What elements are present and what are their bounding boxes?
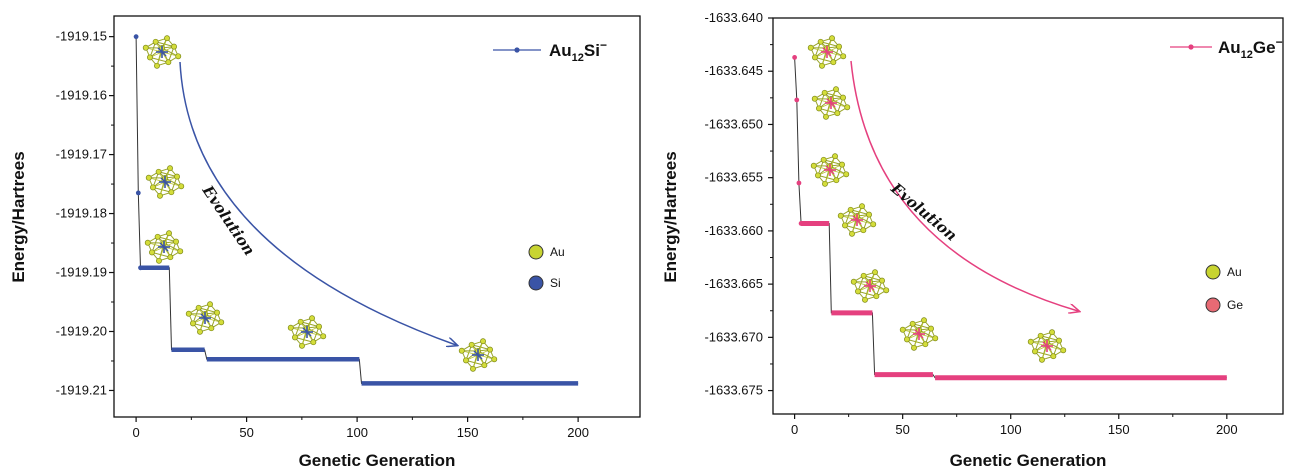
x-axis-label: Genetic Generation [950,451,1107,470]
data-point [138,265,143,271]
data-point [796,180,802,186]
data-point [798,221,804,226]
x-tick-label: 50 [895,422,909,437]
x-tick-label: 0 [132,425,139,440]
cluster-structure-icon [1027,329,1067,363]
element-key-marker [1205,297,1221,313]
element-key-marker [528,244,544,260]
cluster-structure-icon [811,86,851,120]
y-tick-label: -1919.16 [56,88,107,103]
series-line [794,57,1227,379]
y-tick-label: -1633.670 [704,329,763,344]
y-tick-label: -1919.21 [56,382,107,397]
y-axis-label: Energy/Hartrees [661,151,680,282]
cluster-structure-icon [144,230,184,264]
plot-frame [772,17,1284,415]
y-tick-label: -1633.675 [704,383,763,398]
y-tick-label: -1919.20 [56,323,107,338]
x-tick-label: 50 [239,425,253,440]
y-tick-label: -1633.660 [704,223,763,238]
y-tick-label: -1633.665 [704,276,763,291]
plot-frame [113,15,641,418]
x-tick-label: 100 [346,425,368,440]
element-key-label: Au [1227,265,1242,279]
y-tick-label: -1919.15 [56,29,107,44]
evolution-annotation: Evolution [198,181,258,258]
evolution-annotation: Evolution [887,179,961,245]
data-point [792,54,798,60]
x-tick-label: 200 [1216,422,1238,437]
cluster-structure-icon [458,338,498,372]
x-tick-label: 100 [1000,422,1022,437]
x-tick-label: 150 [457,425,479,440]
data-point [133,34,139,40]
element-key-label: Ge [1227,298,1243,312]
cluster-structure-icon [287,315,327,349]
y-tick-label: -1633.640 [704,10,763,25]
y-tick-label: -1633.655 [704,170,763,185]
y-tick-label: -1919.17 [56,147,107,162]
x-tick-label: 150 [1108,422,1130,437]
cluster-structure-icon [837,203,877,237]
x-axis-label: Genetic Generation [299,451,456,470]
y-axis-label: Energy/Hartrees [9,151,28,282]
element-key-label: Au [550,245,565,259]
legend-marker [1188,44,1194,50]
element-key-marker [528,275,544,291]
cluster-structure-icon [142,35,182,69]
evolution-arrow [179,61,456,345]
cluster-structure-icon [850,269,890,303]
cluster-structure-icon [807,35,847,69]
cluster-structure-icon [185,301,225,335]
x-tick-label: 0 [791,422,798,437]
cluster-structure-icon [810,153,850,187]
cluster-structure-icon [145,165,185,199]
element-key-label: Si [550,276,561,290]
y-tick-label: -1919.18 [56,206,107,221]
chart-panel-2: 0 50 100 150 200 -1633.640 -1633.645 -1633.650 -… [661,10,1284,470]
data-point [794,97,800,103]
element-key-marker [1205,264,1221,280]
legend-label: Au12Ge− [1218,35,1283,61]
cluster-structure-icon [899,317,939,351]
data-point [135,190,141,196]
y-tick-label: -1633.650 [704,116,763,131]
chart-panel-1: 0 50 100 150 200 -1919.15 -1919.16 -1919.17 -191… [9,15,641,470]
y-tick-label: -1919.19 [56,265,107,280]
y-tick-label: -1633.645 [704,63,763,78]
x-tick-label: 200 [567,425,589,440]
legend-marker [514,47,520,53]
legend-label: Au12Si− [549,38,607,64]
evolution-arrow [850,60,1078,311]
